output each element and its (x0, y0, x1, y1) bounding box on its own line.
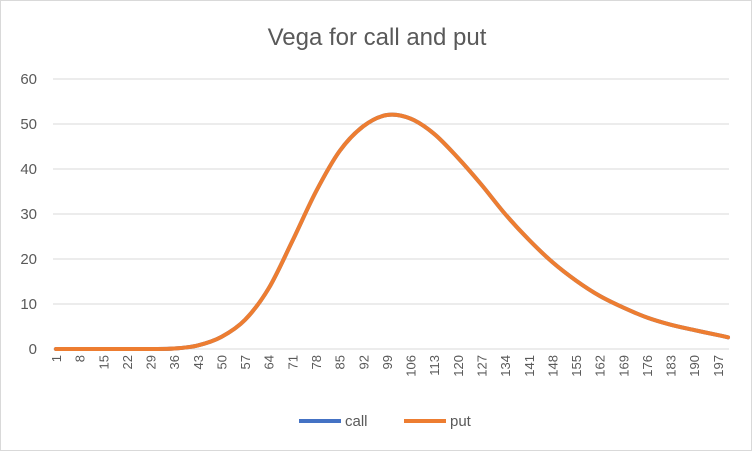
series-line-put (54, 112, 730, 352)
x-tick-label: 99 (380, 355, 395, 369)
x-tick-label: 71 (285, 355, 300, 369)
y-tick-label: 30 (20, 206, 37, 223)
x-tick-label: 155 (569, 355, 584, 377)
x-tick-label: 43 (191, 355, 206, 369)
x-tick-label: 190 (687, 355, 702, 377)
y-tick-label: 0 (29, 341, 37, 358)
x-tick-label: 162 (593, 355, 608, 377)
y-tick-label: 40 (20, 161, 37, 178)
x-tick-label: 176 (640, 355, 655, 377)
x-tick-label: 183 (664, 355, 679, 377)
x-tick-label: 78 (309, 355, 324, 369)
x-tick-label: 134 (498, 355, 513, 377)
x-tick-label: 50 (214, 355, 229, 369)
x-tick-label: 141 (522, 355, 537, 377)
x-tick-label: 85 (333, 355, 348, 369)
legend: call put (299, 413, 472, 430)
x-tick-label: 8 (73, 355, 88, 362)
y-tick-label: 20 (20, 251, 37, 268)
y-tick-label: 60 (20, 71, 37, 88)
x-tick-label: 106 (404, 355, 419, 377)
x-tick-label: 36 (167, 355, 182, 369)
x-tick-label: 148 (545, 355, 560, 377)
legend-label-put: put (450, 413, 472, 430)
x-tick-label: 64 (262, 355, 277, 369)
y-tick-label: 10 (20, 296, 37, 313)
x-tick-label: 29 (144, 355, 159, 369)
chart-title: Vega for call and put (268, 24, 487, 51)
series-line-call (54, 112, 730, 352)
y-tick-label: 50 (20, 116, 37, 133)
x-tick-label: 57 (238, 355, 253, 369)
x-tick-label: 15 (96, 355, 111, 369)
x-tick-label: 1 (49, 355, 64, 362)
x-tick-label: 169 (616, 355, 631, 377)
legend-label-call: call (345, 413, 368, 430)
x-tick-label: 127 (474, 355, 489, 377)
x-tick-label: 92 (356, 355, 371, 369)
x-tick-label: 113 (427, 355, 442, 376)
x-tick-label: 120 (451, 355, 466, 377)
x-tick-label: 197 (711, 355, 726, 377)
x-tick-label: 22 (120, 355, 135, 369)
